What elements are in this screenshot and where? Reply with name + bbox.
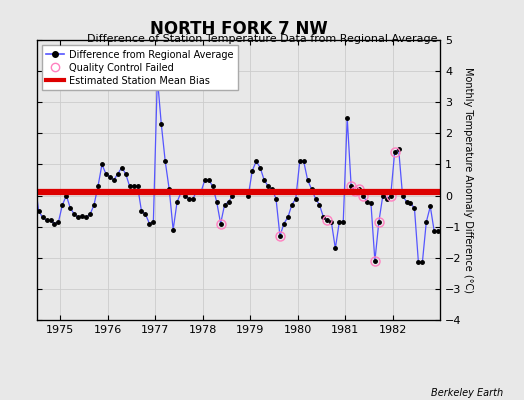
Text: Berkeley Earth: Berkeley Earth — [431, 388, 503, 398]
Text: Difference of Station Temperature Data from Regional Average: Difference of Station Temperature Data f… — [87, 34, 437, 44]
Y-axis label: Monthly Temperature Anomaly Difference (°C): Monthly Temperature Anomaly Difference (… — [463, 67, 473, 293]
Title: NORTH FORK 7 NW: NORTH FORK 7 NW — [149, 20, 328, 38]
